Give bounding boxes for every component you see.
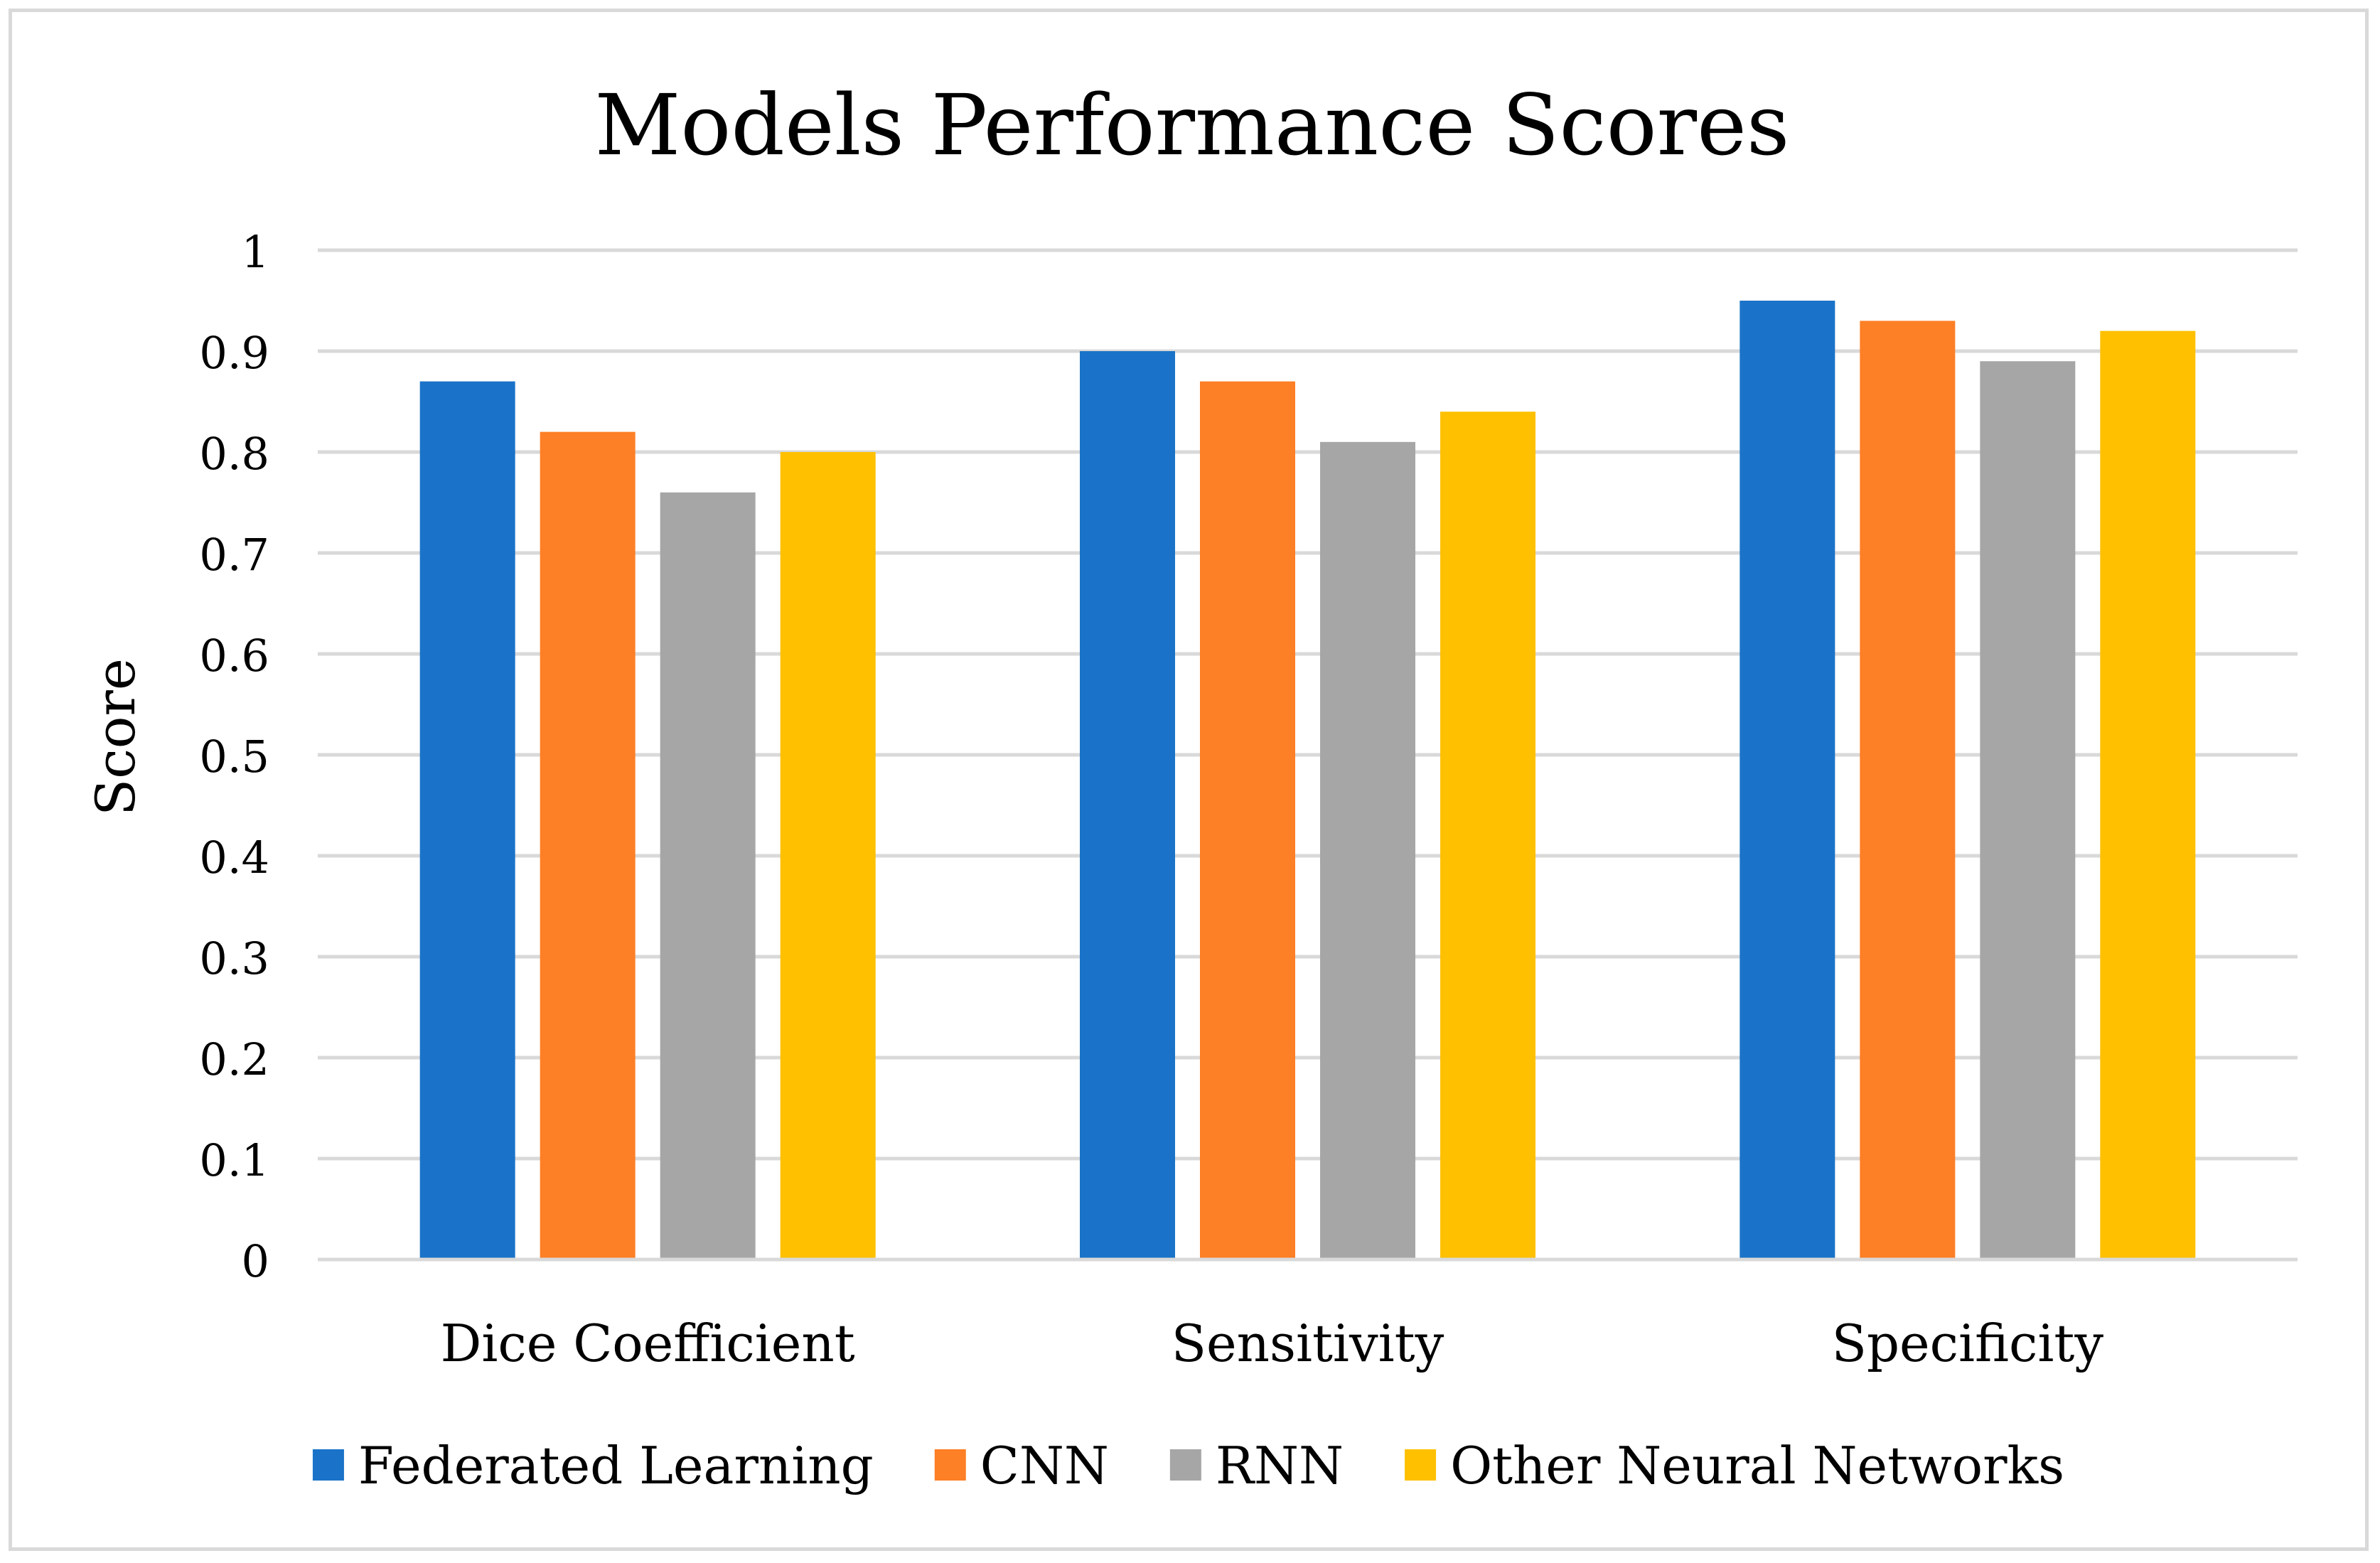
y-tick-label: 0.2 [199, 1033, 269, 1085]
y-axis-label: Score [84, 658, 147, 816]
legend-label: Other Neural Networks [1450, 1436, 2064, 1495]
bar-federated-learning-dice-coefficient [419, 381, 515, 1259]
chart-title: Models Performance Scores [595, 76, 1790, 174]
legend-item-cnn: CNN [934, 1436, 1109, 1495]
chart-frame: Models Performance Scores Score 0 0.1 0.2 0… [9, 9, 2369, 1551]
y-axis-ticks: 0 0.1 0.2 0.3 0.4 0.5 0.6 0.7 0.8 0.9 1 [199, 226, 269, 1287]
bar-other-neural-networks-sensitivity [1440, 412, 1535, 1260]
bar-other-neural-networks-specificity [2100, 331, 2196, 1260]
bar-federated-learning-sensitivity [1080, 351, 1175, 1259]
y-tick-label: 0.5 [199, 731, 269, 783]
bar-other-neural-networks-dice-coefficient [780, 452, 876, 1259]
legend-item-rnn: RNN [1169, 1436, 1344, 1495]
bar-cnn-dice-coefficient [540, 431, 636, 1259]
y-tick-label: 1 [242, 226, 269, 278]
x-category-label: Sensitivity [1172, 1314, 1444, 1373]
bar-rnn-specificity [1980, 361, 2076, 1260]
bar-cnn-sensitivity [1200, 381, 1295, 1259]
y-tick-label: 0.1 [199, 1134, 269, 1186]
legend-swatch [934, 1449, 966, 1481]
legend: Federated Learning CNN RNN Other Neural Net… [312, 1436, 2064, 1495]
x-category-label: Dice Coefficient [441, 1314, 855, 1373]
legend-swatch [312, 1449, 344, 1481]
gridlines [318, 248, 2298, 1262]
x-category-label: Specificity [1832, 1314, 2104, 1373]
bar-cnn-specificity [1860, 321, 1956, 1259]
y-tick-label: 0.3 [199, 933, 269, 984]
x-axis-categories: Dice Coefficient Sensitivity Specificity [441, 1314, 2104, 1373]
legend-label: RNN [1216, 1436, 1344, 1495]
bar-chart: Models Performance Scores Score 00.10.20… [84, 76, 2298, 1495]
y-tick-label: 0.7 [199, 529, 269, 581]
y-tick-label: 0.9 [199, 327, 269, 379]
bars [318, 301, 2298, 1262]
y-tick-label: 0.8 [199, 428, 269, 480]
bar-rnn-dice-coefficient [660, 492, 756, 1259]
legend-item-federated-learning: Federated Learning [312, 1436, 874, 1495]
legend-item-other-neural-networks: Other Neural Networks [1405, 1436, 2064, 1495]
bar-federated-learning-specificity [1740, 301, 1835, 1259]
y-tick-label: 0 [242, 1235, 269, 1287]
legend-swatch [1169, 1449, 1201, 1481]
y-tick-label: 0.6 [199, 630, 269, 682]
legend-swatch [1405, 1449, 1437, 1481]
legend-label: CNN [980, 1436, 1109, 1495]
bar-rnn-sensitivity [1320, 441, 1415, 1259]
y-tick-label: 0.4 [199, 832, 269, 883]
legend-label: Federated Learning [358, 1436, 874, 1495]
